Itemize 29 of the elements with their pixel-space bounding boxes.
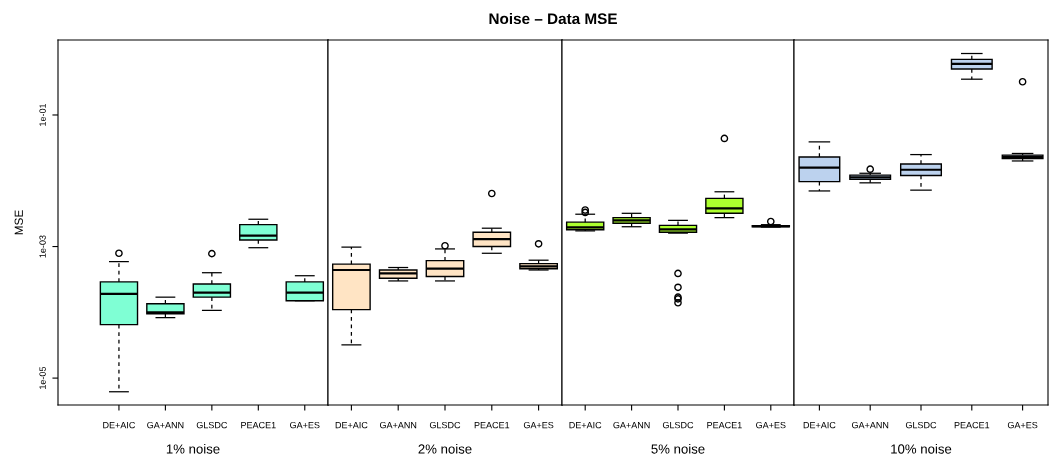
x-tick-label: PEACE1 — [954, 421, 990, 429]
x-tick-label: PEACE1 — [707, 421, 742, 429]
x-tick-label: GLSDC — [905, 421, 937, 429]
x-axis-title: 10% noise — [891, 443, 952, 454]
x-tick-label: GLSDC — [196, 421, 228, 429]
x-tick-label: DE+AIC — [569, 421, 602, 429]
x-tick-label: GA+ANN — [613, 421, 650, 429]
x-tick-label: GLSDC — [662, 421, 694, 429]
x-tick-label: DE+AIC — [103, 421, 136, 429]
x-tick-label: GA+ANN — [379, 421, 417, 429]
x-tick-label: GLSDC — [429, 421, 461, 429]
x-tick-label: GA+ES — [290, 421, 320, 429]
x-tick-label: GA+ES — [1007, 421, 1038, 429]
x-tick-label: GA+ANN — [851, 421, 889, 429]
x-tick-label: PEACE1 — [474, 421, 510, 429]
x-tick-label: DE+AIC — [803, 421, 836, 429]
y-tick-label: 1e-03 — [39, 235, 46, 258]
x-axis-title: 1% noise — [166, 443, 220, 454]
x-tick-label: GA+ANN — [147, 421, 184, 429]
x-tick-label: DE+AIC — [335, 421, 368, 429]
x-tick-label: GA+ES — [756, 421, 786, 429]
x-axis-title: 2% noise — [418, 443, 472, 454]
chart-title: Noise – Data MSE — [489, 12, 617, 25]
y-tick-label: 1e-05 — [39, 366, 46, 389]
x-tick-label: PEACE1 — [241, 421, 276, 429]
y-axis-title: MSE — [14, 210, 23, 235]
x-axis-title: 5% noise — [651, 443, 705, 454]
x-tick-label: GA+ES — [523, 421, 554, 429]
y-tick-label: 1e-01 — [39, 103, 46, 126]
